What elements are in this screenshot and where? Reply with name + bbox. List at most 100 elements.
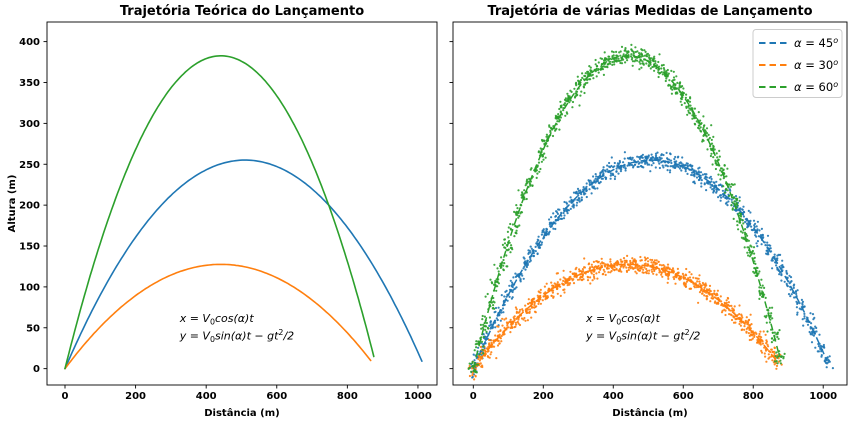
data-point: [616, 164, 619, 167]
data-point: [572, 203, 575, 206]
data-point: [712, 135, 715, 138]
data-point: [785, 282, 788, 285]
data-point: [529, 251, 532, 254]
data-point: [770, 250, 773, 253]
data-point: [578, 278, 581, 281]
data-point: [502, 300, 505, 303]
data-point: [640, 52, 643, 55]
data-point: [562, 269, 565, 272]
data-point: [564, 207, 568, 210]
data-point: [523, 198, 526, 201]
data-point: [651, 156, 654, 159]
data-point: [507, 236, 510, 239]
data-point: [654, 62, 657, 65]
data-point: [488, 304, 491, 307]
data-point: [619, 54, 622, 57]
data-point: [594, 173, 597, 176]
data-point: [658, 263, 662, 266]
data-point: [719, 178, 722, 181]
data-point: [742, 205, 745, 208]
x-tick-label: 200: [533, 391, 554, 402]
data-point: [771, 317, 774, 320]
data-point: [471, 365, 474, 368]
data-point: [586, 279, 590, 282]
data-point: [476, 363, 479, 366]
data-point: [745, 239, 748, 242]
data-point: [700, 182, 703, 185]
data-point: [766, 247, 769, 250]
data-point: [552, 227, 555, 230]
data-point: [722, 169, 725, 172]
data-point: [695, 286, 698, 289]
data-point: [773, 253, 776, 256]
data-point: [811, 313, 815, 316]
data-point: [636, 155, 639, 158]
data-point: [494, 319, 497, 322]
data-point: [542, 295, 545, 298]
data-point: [697, 301, 700, 304]
data-point: [649, 57, 653, 60]
data-point: [582, 78, 586, 81]
data-point: [643, 266, 646, 269]
data-point: [650, 164, 653, 167]
data-point: [475, 371, 478, 374]
data-point: [687, 109, 690, 112]
data-point: [490, 297, 493, 300]
data-point: [595, 266, 598, 269]
data-point: [649, 258, 652, 261]
data-point: [633, 267, 636, 270]
data-point: [809, 327, 812, 330]
data-point: [741, 219, 744, 222]
data-point: [619, 258, 622, 261]
data-point: [673, 78, 676, 81]
data-point: [556, 281, 559, 284]
data-point: [488, 343, 491, 346]
data-point: [499, 262, 502, 265]
data-point: [530, 299, 533, 302]
data-point: [493, 301, 496, 304]
data-point: [520, 196, 523, 199]
data-point: [705, 127, 709, 130]
data-point: [479, 345, 482, 348]
data-point: [515, 204, 518, 207]
data-point: [589, 179, 592, 182]
data-point: [709, 183, 712, 186]
data-point: [685, 267, 688, 271]
data-point: [506, 324, 509, 327]
data-point: [619, 170, 623, 173]
data-point: [537, 302, 540, 305]
data-point: [508, 284, 511, 287]
data-point: [792, 286, 795, 289]
data-point: [558, 283, 561, 286]
data-point: [638, 52, 641, 55]
data-point: [562, 109, 565, 112]
data-point: [507, 241, 510, 244]
data-point: [667, 275, 670, 278]
data-point: [634, 270, 637, 273]
y-tick-label: 100: [19, 282, 40, 293]
data-point: [499, 336, 502, 339]
data-point: [523, 189, 526, 192]
data-point: [655, 273, 658, 276]
data-point: [526, 263, 530, 266]
data-point: [594, 63, 597, 66]
data-point: [810, 341, 814, 344]
data-point: [579, 78, 583, 82]
data-point: [636, 265, 639, 269]
data-point: [499, 329, 502, 332]
data-point: [569, 207, 572, 210]
data-point: [702, 124, 706, 128]
data-point: [580, 198, 584, 201]
data-point: [492, 339, 495, 342]
data-point: [592, 260, 596, 263]
data-point: [622, 257, 626, 260]
data-point: [796, 311, 799, 314]
data-point: [531, 184, 534, 187]
data-point: [618, 159, 621, 163]
data-point: [682, 277, 686, 280]
data-point: [746, 225, 749, 228]
data-point: [745, 330, 748, 333]
data-point: [641, 271, 644, 274]
data-point: [606, 168, 609, 171]
data-point: [716, 187, 719, 191]
